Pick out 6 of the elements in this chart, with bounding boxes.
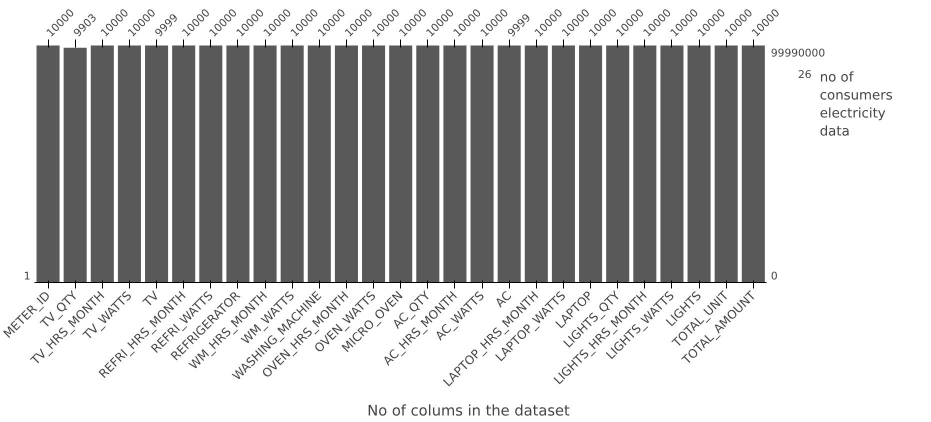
x-axis-title: No of colums in the dataset (367, 402, 570, 420)
text: 26 (798, 68, 812, 81)
text: 0 (770, 270, 778, 282)
text: 1 (24, 270, 30, 282)
text: 99990000 (770, 46, 826, 60)
text: no of consumers electricity data (820, 70, 893, 140)
